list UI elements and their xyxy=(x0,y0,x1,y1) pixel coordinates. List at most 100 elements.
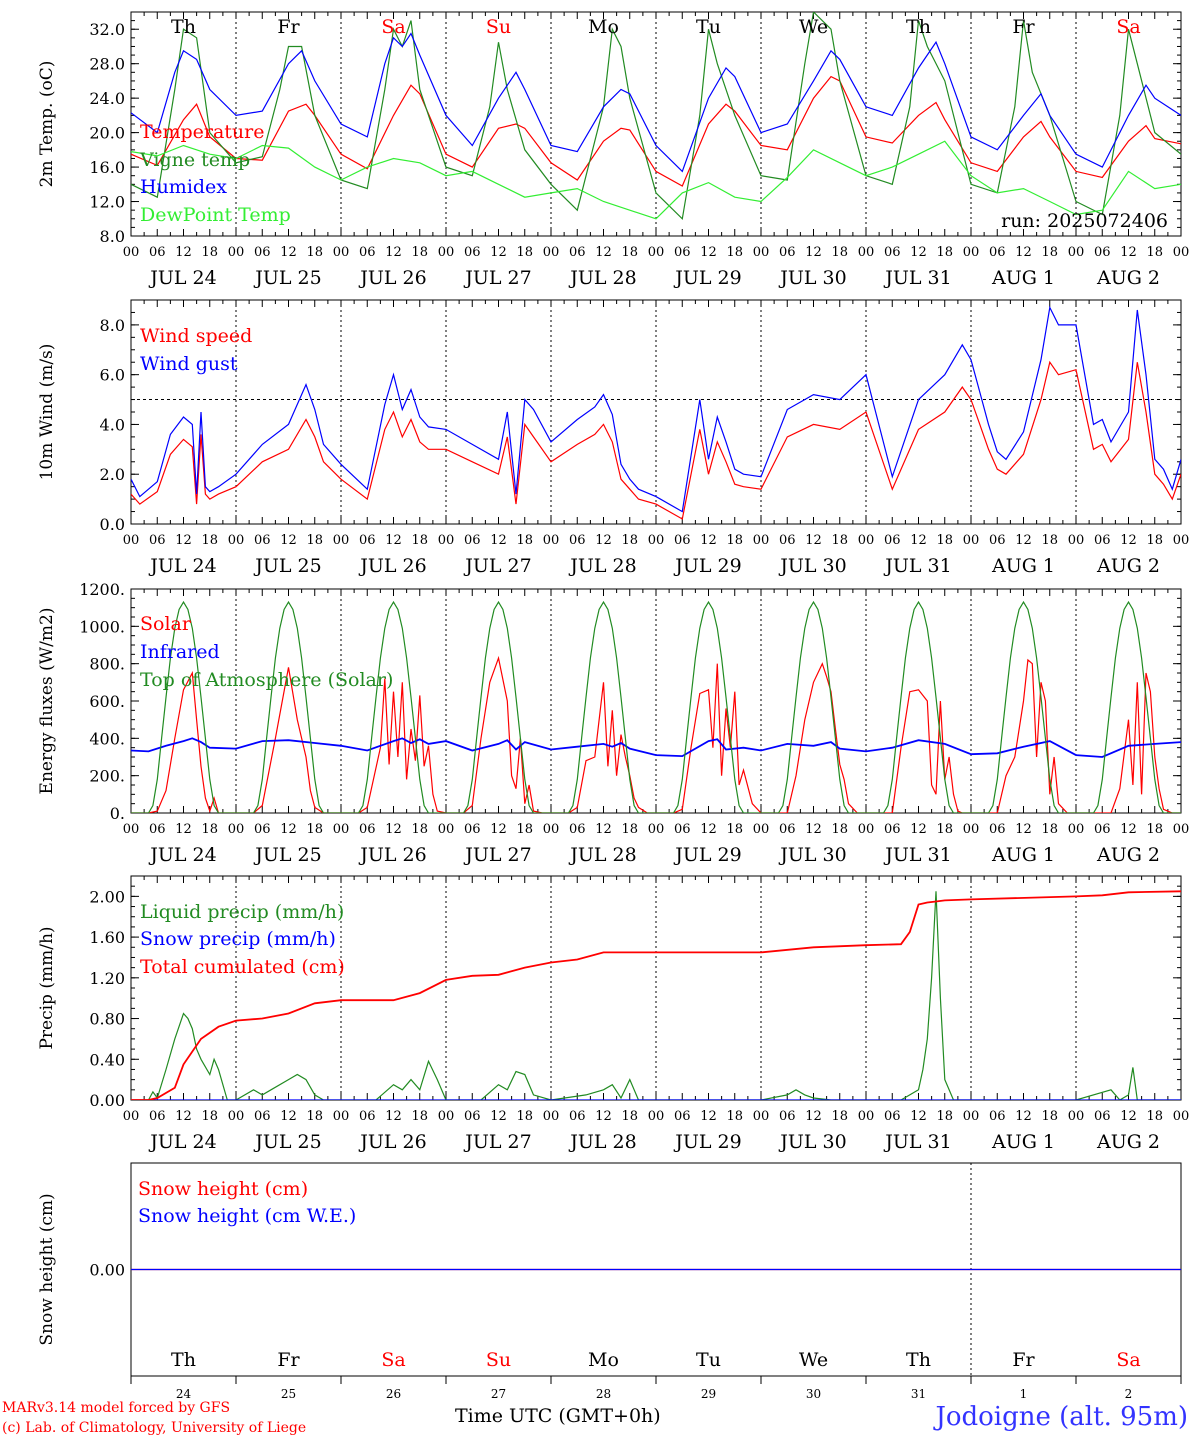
y-tick-label: 2.0 xyxy=(100,465,125,484)
date-label: JUL 26 xyxy=(358,1131,426,1153)
day-number: 29 xyxy=(701,1387,716,1401)
y-tick-label: 24.0 xyxy=(89,89,125,108)
hour-label: 12 xyxy=(1015,822,1032,837)
hour-label: 06 xyxy=(1094,533,1111,548)
hour-label: 18 xyxy=(621,533,638,548)
hour-label: 00 xyxy=(963,533,980,548)
y-axis-label: Energy fluxes (W/m2) xyxy=(37,608,57,795)
hour-label: 12 xyxy=(910,1109,927,1124)
series-total-cumulated-cm- xyxy=(131,890,1181,1100)
date-label: JUL 30 xyxy=(778,844,846,866)
hour-label: 06 xyxy=(674,822,691,837)
hour-label: 06 xyxy=(569,533,586,548)
hour-label: 00 xyxy=(858,533,875,548)
model-credit: MARv3.14 model forced by GFS xyxy=(2,1400,231,1416)
hour-label: 00 xyxy=(228,533,245,548)
hour-label: 18 xyxy=(516,1109,533,1124)
panel-snow: 0.00 Snow height (cm) Snow height (cm) Snow… xyxy=(37,1162,1182,1401)
legend-dewpoint-temp: DewPoint Temp xyxy=(140,204,291,226)
hour-label: 18 xyxy=(1041,245,1058,260)
date-label: AUG 1 xyxy=(991,555,1055,577)
hour-label: 18 xyxy=(516,533,533,548)
date-label: JUL 31 xyxy=(883,555,951,577)
hour-label: 18 xyxy=(201,1109,218,1124)
hour-label: 12 xyxy=(1120,245,1137,260)
hour-label: 12 xyxy=(910,822,927,837)
panel-flux: 0. 200. 400. 600. 800. 1000. 1200. Energy fluxe… xyxy=(37,580,1189,866)
hour-label: 12 xyxy=(700,245,717,260)
legend-total-cumulated-cm-: Total cumulated (cm) xyxy=(140,956,345,978)
legend-solar: Solar xyxy=(140,613,192,635)
legend-vigne-temp: Vigne temp xyxy=(139,149,250,171)
hour-label: 00 xyxy=(963,1109,980,1124)
hour-label: 18 xyxy=(936,245,953,260)
hour-label: 18 xyxy=(306,1109,323,1124)
hour-label: 00 xyxy=(1173,245,1190,260)
hour-label: 12 xyxy=(910,245,927,260)
date-label: JUL 29 xyxy=(673,555,741,577)
day-abbr-bottom: Sa xyxy=(381,1349,405,1371)
y-tick-label: 400. xyxy=(89,729,125,748)
hour-label: 12 xyxy=(1120,533,1137,548)
hour-label: 06 xyxy=(779,533,796,548)
y-tick-label: 8.0 xyxy=(100,227,125,246)
date-label: AUG 2 xyxy=(1096,844,1160,866)
hour-label: 18 xyxy=(1146,533,1163,548)
y-tick-label: 2.00 xyxy=(89,887,125,906)
hour-label: 00 xyxy=(1068,533,1085,548)
y-tick-label: 4.0 xyxy=(100,415,125,434)
hour-label: 00 xyxy=(123,533,140,548)
hour-label: 12 xyxy=(175,245,192,260)
date-label: JUL 28 xyxy=(568,267,636,289)
hour-label: 06 xyxy=(1094,1109,1111,1124)
hour-label: 00 xyxy=(753,1109,770,1124)
hour-label: 12 xyxy=(1120,1109,1137,1124)
hour-label: 06 xyxy=(359,533,376,548)
hour-label: 18 xyxy=(831,1109,848,1124)
hour-label: 12 xyxy=(385,245,402,260)
hour-label: 12 xyxy=(595,1109,612,1124)
hour-label: 00 xyxy=(858,822,875,837)
hour-label: 12 xyxy=(805,822,822,837)
hour-label: 12 xyxy=(175,822,192,837)
day-abbr-bottom: Th xyxy=(171,1349,196,1371)
series-wind-gust xyxy=(131,305,1181,513)
date-label: JUL 30 xyxy=(778,555,846,577)
date-label: AUG 1 xyxy=(991,844,1055,866)
day-number: 26 xyxy=(386,1387,401,1401)
day-abbr: Th xyxy=(906,16,931,38)
day-abbr: Su xyxy=(486,16,511,38)
hour-label: 06 xyxy=(884,1109,901,1124)
hour-label: 18 xyxy=(726,245,743,260)
panel-precip: 0.00 0.40 0.80 1.20 1.60 2.00 Precip (mm/h) Liq… xyxy=(37,875,1189,1153)
y-tick-label: 32.0 xyxy=(89,20,125,39)
day-abbr: Tu xyxy=(696,16,721,38)
series-temperature xyxy=(131,75,1181,187)
date-label: AUG 2 xyxy=(1096,555,1160,577)
y-axis-label: Precip (mm/h) xyxy=(37,926,57,1049)
hour-label: 00 xyxy=(1173,533,1190,548)
hour-label: 00 xyxy=(1173,822,1190,837)
legend-humidex: Humidex xyxy=(140,176,227,198)
y-tick-label: 1200. xyxy=(79,580,125,599)
hour-label: 18 xyxy=(621,822,638,837)
series-top-of-atmosphere-solar- xyxy=(131,600,1181,813)
hour-label: 12 xyxy=(175,1109,192,1124)
hour-label: 12 xyxy=(1120,822,1137,837)
hour-label: 00 xyxy=(753,245,770,260)
hour-label: 00 xyxy=(438,822,455,837)
date-label: JUL 31 xyxy=(883,1131,951,1153)
y-tick-label: 200. xyxy=(89,767,125,786)
hour-label: 06 xyxy=(254,533,271,548)
date-label: AUG 1 xyxy=(991,267,1055,289)
hour-label: 06 xyxy=(149,533,166,548)
legend-snow-height-cm-w-e-: Snow height (cm W.E.) xyxy=(138,1205,356,1227)
hour-label: 00 xyxy=(858,245,875,260)
hour-label: 00 xyxy=(333,533,350,548)
date-label: JUL 24 xyxy=(148,844,216,866)
hour-label: 18 xyxy=(516,822,533,837)
hour-label: 06 xyxy=(989,1109,1006,1124)
x-axis-title: Time UTC (GMT+0h) xyxy=(455,1405,661,1427)
legend-infrared: Infrared xyxy=(140,641,220,663)
